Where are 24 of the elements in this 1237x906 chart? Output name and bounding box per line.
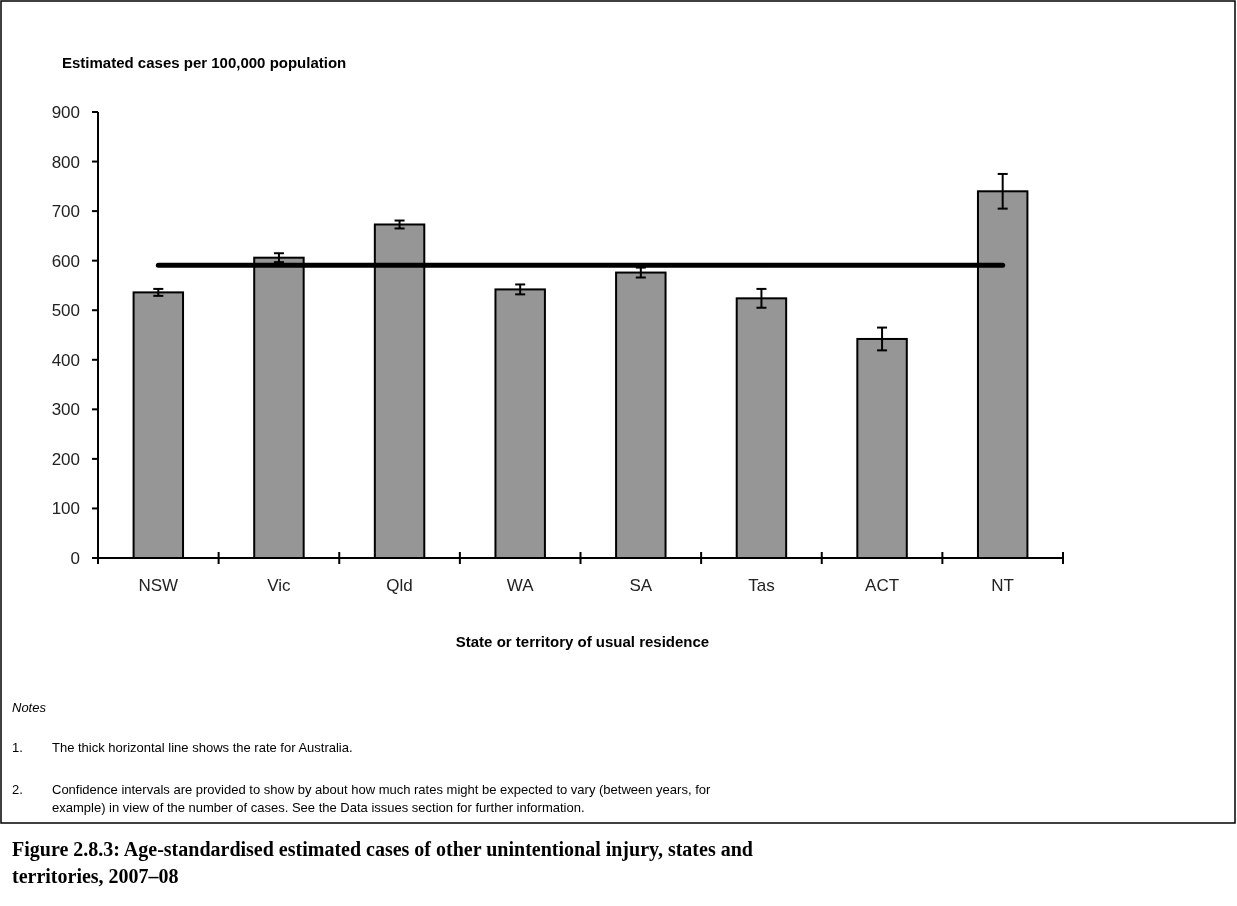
x-axis-title: State or territory of usual residence (455, 633, 710, 650)
y-tick-label: 600 (51, 251, 80, 271)
y-tick-label: 400 (51, 350, 80, 370)
y-tick-label: 100 (51, 499, 80, 519)
x-tick-label: NSW (138, 576, 179, 595)
y-tick-label: 700 (51, 202, 80, 222)
y-tick-label: 500 (51, 301, 80, 321)
x-tick-label: Tas (748, 576, 775, 595)
text: Figure 2.8.3: Age-standardised estimated cases of other unintentional injury, states and territories, 2007–08 (12, 838, 753, 887)
x-tick-label: ACT (865, 576, 900, 595)
y-tick-label: 0 (70, 549, 80, 568)
x-tick-label: Qld (386, 576, 413, 595)
text: 1. The thick horizontal line shows the rate for Australia. (12, 740, 353, 755)
x-tick-label: WA (506, 576, 535, 595)
y-tick-label: 200 (51, 449, 80, 469)
y-tick-label: 800 (51, 152, 80, 172)
text: Notes (12, 700, 47, 715)
x-tick-label: Vic (267, 576, 292, 595)
x-tick-label: SA (629, 576, 653, 595)
y-tick-label: 900 (51, 103, 80, 122)
x-tick-label: NT (991, 576, 1015, 595)
y-axis-title: Estimated cases per 100,000 population (62, 54, 347, 71)
y-tick-label: 300 (51, 400, 80, 420)
text: 2. Confidence intervals are provided to show by about how much rates might be expected to vary (between years, for example) in view of the number of cases. See the Data issues section for further information. (12, 782, 711, 815)
